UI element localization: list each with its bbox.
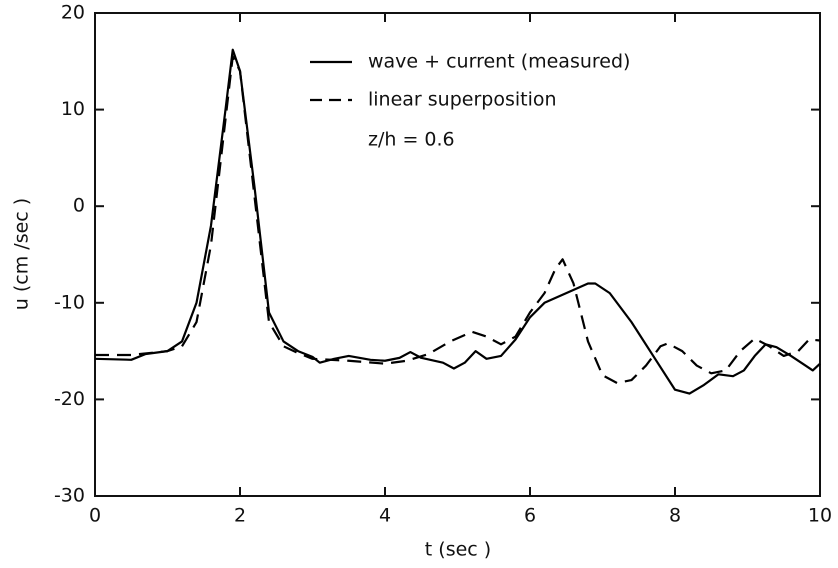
x-tick-label: 8 bbox=[669, 505, 681, 527]
y-tick-label: -30 bbox=[54, 485, 85, 507]
y-tick-label: 0 bbox=[73, 195, 85, 217]
x-tick-label: 4 bbox=[379, 505, 391, 527]
x-axis-label: t (sec ) bbox=[425, 539, 491, 561]
legend-label: wave + current (measured) bbox=[368, 51, 630, 73]
y-tick-label: -10 bbox=[54, 291, 85, 313]
x-tick-label: 6 bbox=[524, 505, 536, 527]
x-tick-label: 0 bbox=[89, 505, 101, 527]
legend-label: linear superposition bbox=[368, 89, 557, 111]
y-tick-label: 10 bbox=[61, 98, 85, 120]
annotation: z/h = 0.6 bbox=[368, 129, 455, 151]
x-tick-label: 2 bbox=[234, 505, 246, 527]
data-line bbox=[94, 48, 821, 395]
y-axis-label: u (cm /sec ) bbox=[11, 198, 33, 310]
x-tick-label: 10 bbox=[808, 505, 832, 527]
y-tick-label: -20 bbox=[54, 388, 85, 410]
y-tick-label: 20 bbox=[61, 2, 85, 24]
data-line bbox=[95, 55, 821, 385]
plot-frame bbox=[94, 12, 821, 497]
